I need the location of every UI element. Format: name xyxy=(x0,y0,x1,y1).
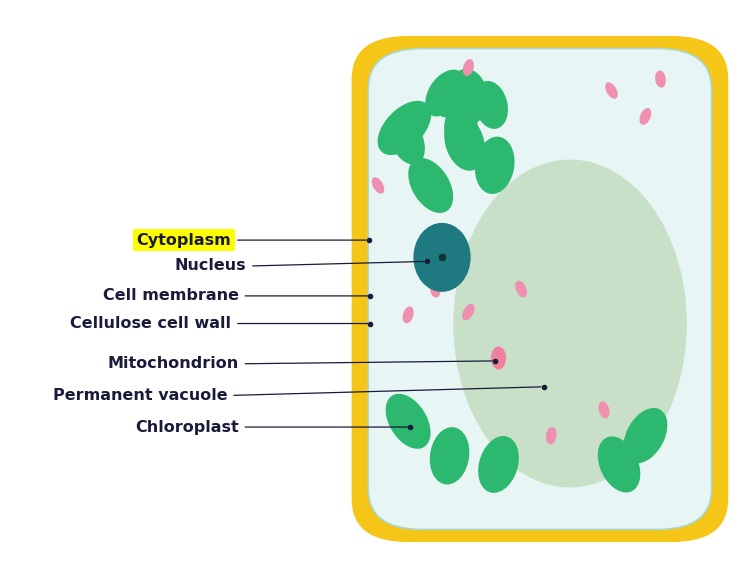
Text: Permanent vacuole: Permanent vacuole xyxy=(53,388,228,403)
Ellipse shape xyxy=(429,427,469,484)
Text: Nucleus: Nucleus xyxy=(175,258,246,273)
Ellipse shape xyxy=(386,394,431,449)
Ellipse shape xyxy=(444,101,478,149)
Ellipse shape xyxy=(546,427,556,444)
Text: Cellulose cell wall: Cellulose cell wall xyxy=(70,316,231,331)
FancyBboxPatch shape xyxy=(352,36,728,542)
Ellipse shape xyxy=(475,136,515,194)
Text: Cytoplasm: Cytoplasm xyxy=(136,232,231,247)
Ellipse shape xyxy=(474,81,508,129)
Text: Cell membrane: Cell membrane xyxy=(103,288,239,303)
Ellipse shape xyxy=(389,114,425,165)
Ellipse shape xyxy=(432,69,466,117)
FancyBboxPatch shape xyxy=(368,49,711,529)
Ellipse shape xyxy=(624,408,668,464)
Ellipse shape xyxy=(448,69,488,124)
Text: Mitochondrion: Mitochondrion xyxy=(107,356,239,371)
Ellipse shape xyxy=(463,59,474,76)
Ellipse shape xyxy=(606,82,618,99)
Ellipse shape xyxy=(408,158,453,213)
Ellipse shape xyxy=(640,108,651,125)
Ellipse shape xyxy=(491,347,506,369)
Ellipse shape xyxy=(655,71,666,88)
Ellipse shape xyxy=(516,280,527,298)
Ellipse shape xyxy=(599,401,609,418)
Ellipse shape xyxy=(598,436,640,492)
Text: Chloroplast: Chloroplast xyxy=(135,420,239,435)
Ellipse shape xyxy=(478,436,519,493)
Ellipse shape xyxy=(372,177,384,194)
Ellipse shape xyxy=(454,160,686,487)
Ellipse shape xyxy=(426,71,463,117)
Ellipse shape xyxy=(430,280,441,298)
Ellipse shape xyxy=(462,304,475,320)
Ellipse shape xyxy=(377,101,431,155)
Ellipse shape xyxy=(445,114,485,171)
Ellipse shape xyxy=(403,306,414,324)
Ellipse shape xyxy=(414,223,471,292)
